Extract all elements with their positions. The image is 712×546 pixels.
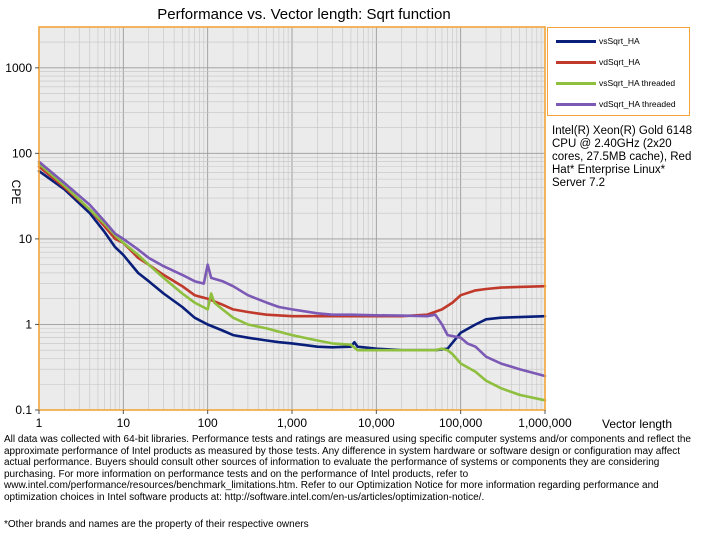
- y-axis-label: CPE: [9, 180, 23, 205]
- series-line: [37, 169, 547, 352]
- chart-title: Performance vs. Vector length: Sqrt func…: [157, 6, 450, 23]
- x-tick-label: 100: [198, 416, 218, 430]
- footnote: *Other brands and names are the property…: [4, 519, 309, 530]
- disclaimer: All data was collected with 64-bit libra…: [4, 434, 691, 503]
- x-tick-label: 100,000: [439, 416, 483, 430]
- series-line: [37, 162, 547, 402]
- y-tick-label: 0.1: [15, 403, 32, 417]
- legend-label: vdSqrt_HA threaded: [599, 99, 676, 109]
- x-tick-label: 10,000: [358, 416, 395, 430]
- x-tick-label: 1,000,000: [518, 416, 572, 430]
- y-tick-label: 1000: [5, 61, 32, 75]
- legend-item: vsSqrt_HA: [556, 35, 640, 47]
- y-tick-label: 100: [12, 146, 32, 160]
- legend-label: vsSqrt_HA: [599, 36, 640, 46]
- legend-label: vsSqrt_HA threaded: [599, 78, 676, 88]
- legend-item: vsSqrt_HA threaded: [556, 77, 675, 89]
- series-line: [37, 160, 547, 378]
- legend-swatch: [556, 39, 596, 43]
- x-tick-label: 1,000: [277, 416, 307, 430]
- y-tick-label: 10: [19, 232, 33, 246]
- x-tick-label: 1: [36, 416, 43, 430]
- y-tick-label: 1: [25, 317, 32, 331]
- legend-item: vdSqrt_HA: [556, 56, 640, 68]
- axes: 1 10 100 1,000 10,000 100,000 1,000,000 0.1 1 10 1…: [5, 26, 572, 430]
- legend-swatch: [556, 102, 596, 106]
- legend-item: vdSqrt_HA threaded: [556, 98, 676, 110]
- cpu-info: Intel(R) Xeon(R) Gold 6148 CPU @ 2.40GHz…: [552, 125, 692, 189]
- legend: vsSqrt_HA vdSqrt_HA vsSqrt_HA threaded v…: [547, 27, 690, 116]
- legend-swatch: [556, 60, 596, 64]
- x-tick-label: 10: [117, 416, 131, 430]
- series-layer: [37, 160, 547, 402]
- legend-label: vdSqrt_HA: [599, 57, 641, 67]
- x-axis-label: Vector length: [602, 417, 672, 431]
- legend-swatch: [556, 81, 596, 85]
